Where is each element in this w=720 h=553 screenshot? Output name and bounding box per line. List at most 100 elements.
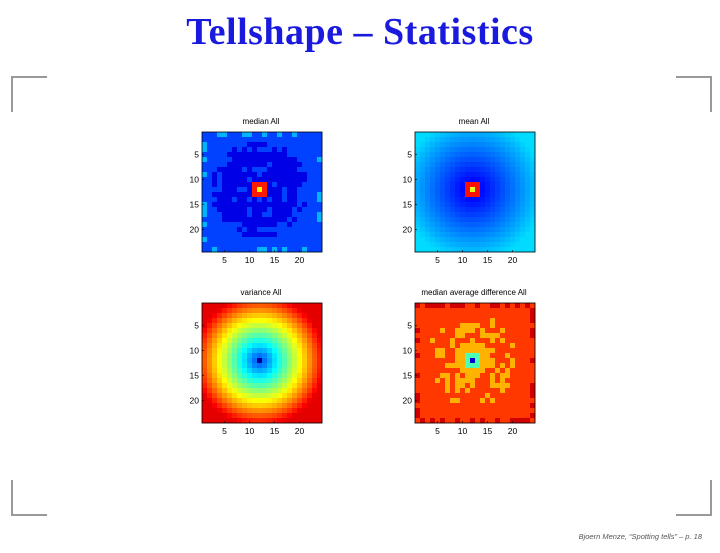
heatmap-cell xyxy=(490,227,496,233)
heatmap-cell xyxy=(425,217,431,223)
heatmap-cell xyxy=(247,363,253,369)
heatmap-cell xyxy=(515,222,521,228)
heatmap-cell xyxy=(217,368,223,374)
heatmap-cell xyxy=(445,388,451,394)
heatmap-cell xyxy=(530,303,536,309)
heatmap-cell xyxy=(292,187,298,193)
heatmap-cell xyxy=(445,187,451,193)
heatmap-cell xyxy=(425,378,431,384)
heatmap-cell xyxy=(490,378,496,384)
heatmap-cell xyxy=(287,308,293,314)
heatmap-cell xyxy=(277,373,283,379)
heatmap-cell xyxy=(435,212,441,218)
heatmap-cell xyxy=(440,227,446,233)
heatmap-cell xyxy=(460,247,466,253)
heatmap-cell xyxy=(515,197,521,203)
heatmap-cell xyxy=(302,338,308,344)
heatmap-cell xyxy=(237,212,243,218)
heatmap-cell xyxy=(520,363,526,369)
heatmap-cell xyxy=(425,353,431,359)
heatmap-cell xyxy=(277,137,283,143)
heatmap-cell xyxy=(232,363,238,369)
heatmap-cell xyxy=(297,333,303,339)
heatmap-cell xyxy=(415,232,421,238)
heatmap-cell xyxy=(297,343,303,349)
heatmap-cell xyxy=(440,192,446,198)
heatmap-cell xyxy=(287,157,293,163)
heatmap-cell xyxy=(212,237,218,243)
heatmap-cell xyxy=(435,308,441,314)
heatmap-cell xyxy=(455,333,461,339)
heatmap-cell xyxy=(252,162,258,168)
heatmap-cell xyxy=(525,348,531,354)
heatmap-cell xyxy=(262,182,268,188)
heatmap-cell xyxy=(287,247,293,253)
heatmap-cell xyxy=(415,142,421,148)
heatmap-cell xyxy=(227,343,233,349)
heatmap-cell xyxy=(217,338,223,344)
heatmap-cell xyxy=(475,167,481,173)
heatmap-cell xyxy=(485,393,491,399)
heatmap-cell xyxy=(242,313,248,319)
heatmap-cell xyxy=(307,232,313,238)
heatmap-cell xyxy=(475,207,481,213)
heatmap-cell xyxy=(530,393,536,399)
heatmap-cell xyxy=(247,413,253,419)
heatmap-cell xyxy=(257,373,263,379)
heatmap-cell xyxy=(485,162,491,168)
heatmap-cell xyxy=(307,137,313,143)
heatmap-cell xyxy=(282,333,288,339)
heatmap-cell xyxy=(317,303,323,309)
heatmap-cell xyxy=(490,162,496,168)
heatmap-cell xyxy=(212,348,218,354)
heatmap-cell xyxy=(425,373,431,379)
heatmap-cell xyxy=(222,308,228,314)
heatmap-cell xyxy=(237,323,243,329)
heatmap-cell xyxy=(510,172,516,178)
heatmap-cell xyxy=(287,413,293,419)
heatmap-cell xyxy=(475,338,481,344)
heatmap-cell xyxy=(262,338,268,344)
heatmap-cell xyxy=(282,177,288,183)
heatmap-cell xyxy=(202,222,208,228)
heatmap-cell xyxy=(277,232,283,238)
heatmap-cell xyxy=(495,323,501,329)
heatmap-cell xyxy=(237,187,243,193)
heatmap-cell xyxy=(222,167,228,173)
heatmap-cell xyxy=(460,398,466,404)
heatmap-cell xyxy=(317,142,323,148)
heatmap-cell xyxy=(470,303,476,309)
heatmap-cell xyxy=(450,388,456,394)
heatmap-cell xyxy=(292,177,298,183)
heatmap-cell xyxy=(307,132,313,138)
heatmap-cell xyxy=(237,207,243,213)
heatmap-cell xyxy=(435,403,441,409)
heatmap-cell xyxy=(465,348,471,354)
heatmap-cell xyxy=(307,373,313,379)
heatmap-cell xyxy=(530,192,536,198)
heatmap-cell xyxy=(307,308,313,314)
heatmap-cell xyxy=(440,318,446,324)
heatmap-cell xyxy=(267,212,273,218)
heatmap-cell xyxy=(222,318,228,324)
heatmap-cell xyxy=(237,343,243,349)
heatmap-cell xyxy=(430,172,436,178)
heatmap-cell xyxy=(227,398,233,404)
heatmap-cell xyxy=(297,353,303,359)
heatmap-cell xyxy=(480,393,486,399)
heatmap-cell xyxy=(490,177,496,183)
heatmap-cell xyxy=(490,303,496,309)
heatmap-cell xyxy=(425,237,431,243)
heatmap-cell xyxy=(202,192,208,198)
heatmap-cell xyxy=(252,247,258,253)
heatmap-cell xyxy=(460,413,466,419)
heatmap-cell xyxy=(465,192,471,198)
heatmap-cell xyxy=(520,338,526,344)
heatmap-cell xyxy=(420,227,426,233)
heatmap-cell xyxy=(490,137,496,143)
heatmap-cell xyxy=(510,177,516,183)
heatmap-cell xyxy=(237,237,243,243)
heatmap-cell xyxy=(252,418,258,424)
heatmap-cell xyxy=(530,408,536,414)
heatmap-cell xyxy=(490,232,496,238)
